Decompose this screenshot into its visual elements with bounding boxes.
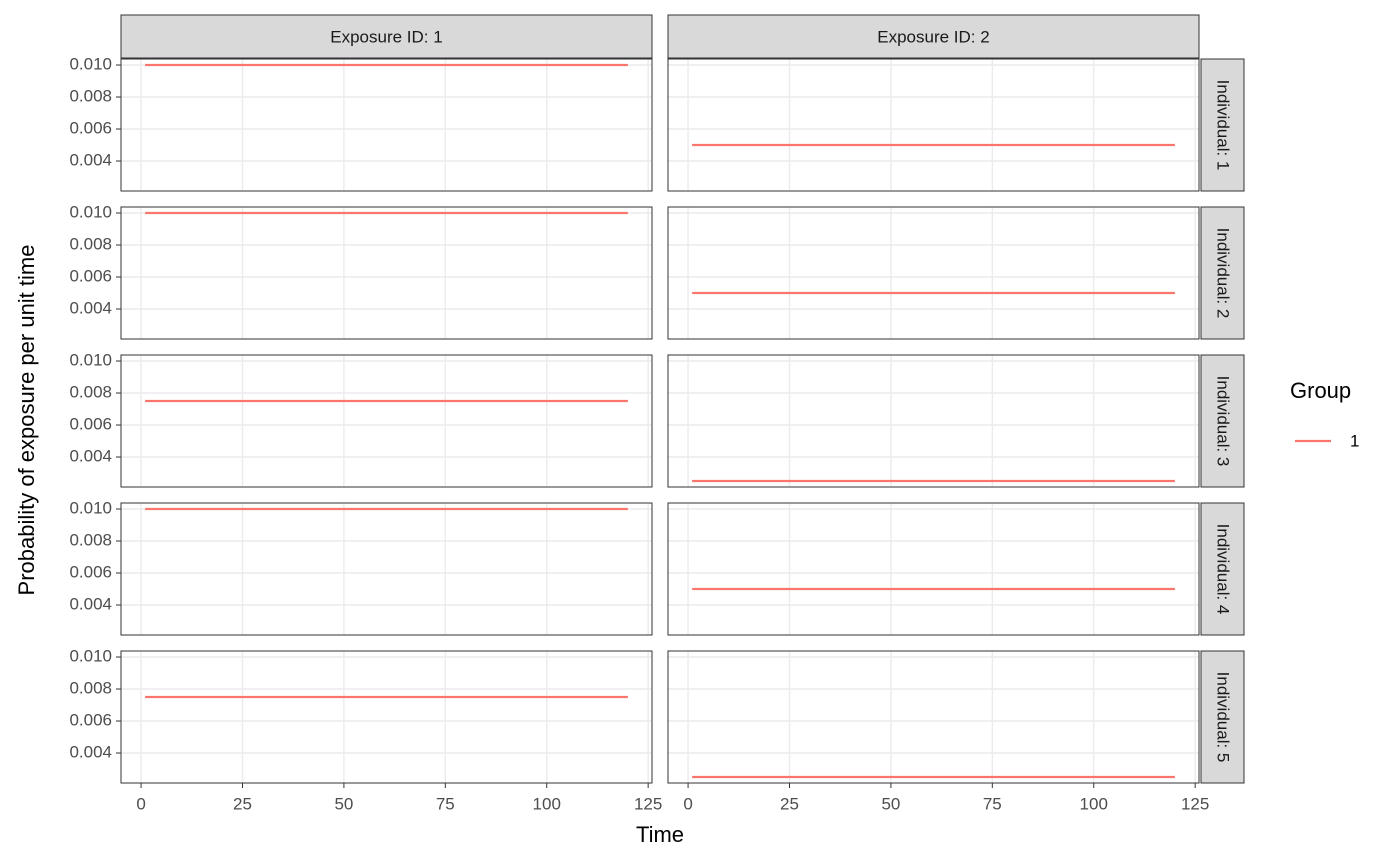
y-tick-label: 0.006 [69,562,112,581]
strip [1200,354,1245,488]
y-tick-label: 0.010 [69,498,112,517]
x-tick-label: 50 [334,794,353,813]
panel-background [668,59,1199,191]
y-tick-label: 0.004 [69,742,112,761]
panel-border [667,650,1200,784]
x-tick-label: 125 [634,794,662,813]
panel-background [121,59,652,191]
x-tick-label: 100 [1080,794,1108,813]
strip [120,14,653,59]
panel-border [120,206,653,340]
x-axis-title: Time [636,822,684,847]
strip-label: Exposure ID: 2 [877,27,989,46]
panel-background [668,503,1199,635]
y-tick-label: 0.004 [69,298,112,317]
strip [1200,206,1245,340]
x-tick-label: 75 [436,794,455,813]
strip [1200,58,1245,192]
panel-border [667,206,1200,340]
panel-background [668,355,1199,487]
panel-border [667,354,1200,488]
panel-border [667,502,1200,636]
y-axis-title: Probability of exposure per unit time [14,245,39,596]
panel-border [120,650,653,784]
panel-border [120,502,653,636]
y-tick-label: 0.010 [69,350,112,369]
strip [667,14,1200,59]
strip-label: Individual: 3 [1214,376,1233,467]
panel-border [120,354,653,488]
legend-title: Group [1290,378,1351,403]
x-tick-label: 100 [533,794,561,813]
y-tick-label: 0.010 [69,54,112,73]
strip-label: Individual: 5 [1214,672,1233,763]
y-tick-label: 0.008 [69,530,112,549]
y-tick-label: 0.008 [69,382,112,401]
x-tick-label: 125 [1181,794,1209,813]
y-tick-label: 0.004 [69,150,112,169]
y-tick-label: 0.004 [69,594,112,613]
panel-border [120,58,653,192]
y-tick-label: 0.010 [69,646,112,665]
panel-background [121,651,652,783]
strip [1200,502,1245,636]
strip-label: Individual: 1 [1214,80,1233,171]
strip-label: Individual: 4 [1214,524,1233,615]
y-tick-label: 0.008 [69,86,112,105]
y-tick-label: 0.006 [69,266,112,285]
y-tick-label: 0.006 [69,710,112,729]
panel-background [668,651,1199,783]
strip-label: Exposure ID: 1 [330,27,442,46]
y-tick-label: 0.008 [69,234,112,253]
x-tick-label: 75 [983,794,1002,813]
y-tick-label: 0.010 [69,202,112,221]
x-tick-label: 0 [683,794,692,813]
strip [1200,650,1245,784]
panel-background [121,503,652,635]
y-tick-label: 0.006 [69,414,112,433]
x-tick-label: 0 [136,794,145,813]
panel-background [121,355,652,487]
x-tick-label: 50 [881,794,900,813]
x-tick-label: 25 [780,794,799,813]
y-tick-label: 0.006 [69,118,112,137]
y-tick-label: 0.008 [69,678,112,697]
legend-label: 1 [1350,431,1359,450]
panel-background [668,207,1199,339]
y-tick-label: 0.004 [69,446,112,465]
panel-background [121,207,652,339]
x-tick-label: 25 [233,794,252,813]
panel-border [667,58,1200,192]
strip-label: Individual: 2 [1214,228,1233,319]
